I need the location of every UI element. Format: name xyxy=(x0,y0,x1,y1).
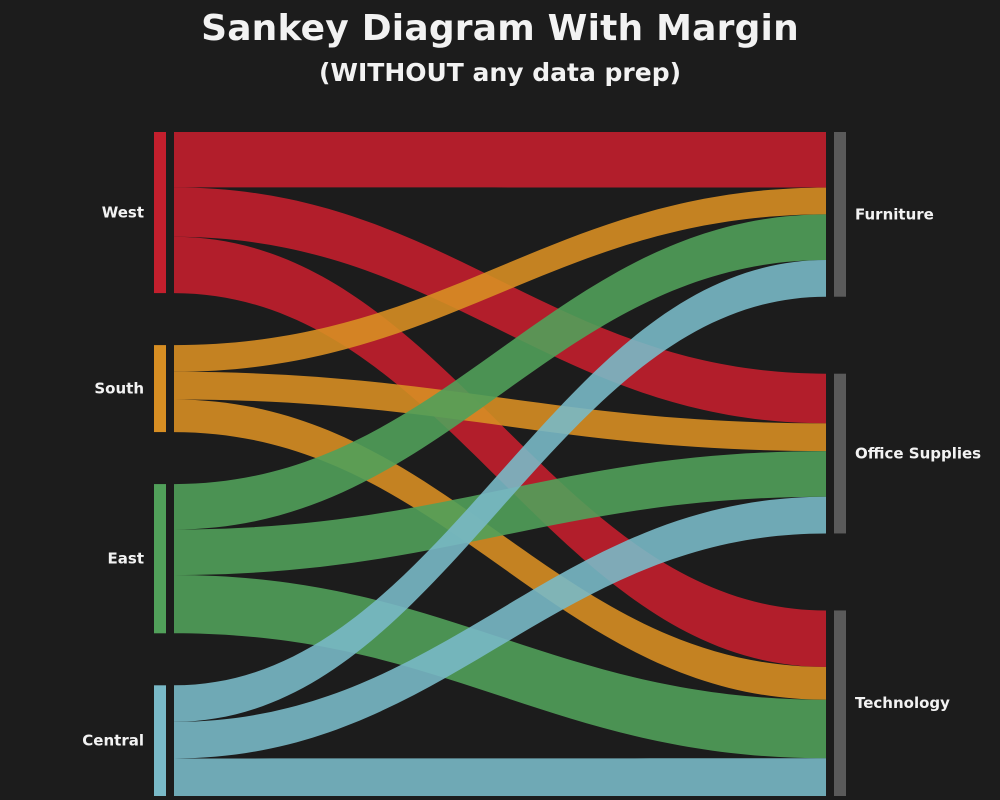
source-label-west: West xyxy=(102,204,144,222)
target-label-office-supplies: Office Supplies xyxy=(855,445,981,463)
flow-south-office-supplies xyxy=(174,371,826,452)
chart-title: Sankey Diagram With Margin xyxy=(201,8,799,49)
source-bar-central xyxy=(154,685,166,796)
flow-central-furniture xyxy=(174,259,826,722)
labels-layer: West South East Central Furniture Office Supp… xyxy=(82,204,981,750)
source-label-south: South xyxy=(94,380,144,398)
source-bar-south xyxy=(154,345,166,433)
flow-central-technology xyxy=(174,758,826,796)
target-label-technology: Technology xyxy=(855,694,950,712)
flow-west-technology xyxy=(174,236,826,668)
target-label-furniture: Furniture xyxy=(855,205,934,223)
flow-south-furniture xyxy=(174,187,826,372)
target-bar-furniture xyxy=(834,132,846,297)
flow-central-office-supplies xyxy=(174,496,826,759)
flow-east-furniture xyxy=(174,214,826,530)
source-label-east: East xyxy=(108,550,144,568)
chart-subtitle: (WITHOUT any data prep) xyxy=(318,58,682,87)
flows-layer xyxy=(174,132,826,796)
flow-south-technology xyxy=(174,399,826,700)
source-bar-west xyxy=(154,132,166,294)
source-bar-east xyxy=(154,484,166,634)
nodes-layer xyxy=(154,132,846,796)
flow-west-furniture xyxy=(174,132,826,188)
source-label-central: Central xyxy=(82,732,144,750)
flow-west-office-supplies xyxy=(174,187,826,424)
target-bar-office-supplies xyxy=(834,373,846,534)
flow-east-technology xyxy=(174,574,826,759)
flow-east-office-supplies xyxy=(174,451,826,575)
target-bar-technology xyxy=(834,610,846,796)
